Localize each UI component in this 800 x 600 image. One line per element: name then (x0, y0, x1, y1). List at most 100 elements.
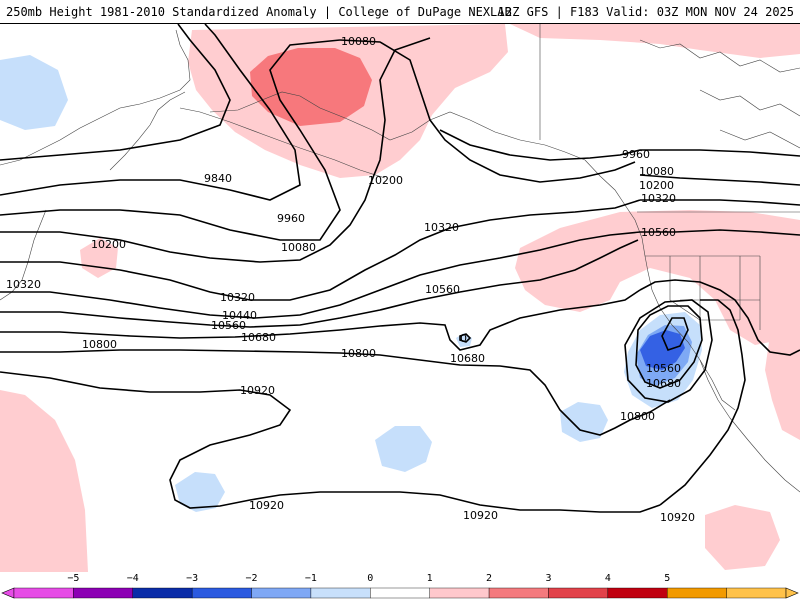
contour-10680-east (639, 279, 800, 356)
contour-label: 10080 (639, 165, 674, 178)
contour-cutoff-inner (661, 317, 689, 351)
colorbar-tick-label: −5 (67, 573, 80, 584)
strong-negative-anomaly-california (640, 330, 685, 370)
colorbar-segment (310, 587, 371, 599)
model-run-info: 12Z GFS | F183 Valid: 03Z MON NOV 24 202… (497, 5, 794, 19)
kamchatka-coastline (109, 91, 186, 171)
contour-9840 (0, 24, 231, 161)
height-contours (0, 24, 800, 513)
contour-label: 10800 (82, 338, 117, 351)
chart-title: 250mb Height 1981-2010 Standardized Anom… (6, 5, 512, 19)
contour-label: 10080 (341, 35, 376, 48)
colorbar-segment (73, 587, 133, 599)
hudson-region (639, 39, 800, 149)
contour-label: 10800 (341, 347, 376, 360)
negative-anomaly-central (560, 402, 608, 442)
positive-anomaly-southeast (705, 505, 780, 570)
aleutians (179, 107, 386, 179)
contour-label: 10320 (220, 291, 255, 304)
negative-anomaly-subtropics (175, 472, 225, 512)
contour-10560-east (640, 229, 800, 236)
colorbar-tick-label: −4 (126, 573, 139, 584)
colorbar-right-arrow (785, 587, 799, 599)
asia-coastline (0, 29, 191, 166)
contour-10200-west (0, 37, 431, 263)
colorbar-tick-label: 2 (486, 573, 493, 584)
colorbar-tick-label: 3 (545, 573, 552, 584)
contour-label: 10680 (241, 331, 276, 344)
colorbar-tick-label: −3 (186, 573, 199, 584)
colorbar-tick-label: −1 (304, 573, 317, 584)
contour-label: 10920 (660, 511, 695, 524)
colorbar-segment (607, 587, 668, 599)
contour-label: 10320 (424, 221, 459, 234)
contour-label: 9840 (204, 172, 232, 185)
colorbar-strip (1, 587, 799, 599)
contour-label: 10080 (281, 241, 316, 254)
colorbar-tick-label: −2 (245, 573, 258, 584)
alaska-coastline (209, 91, 546, 146)
contour-label: 10320 (6, 278, 41, 291)
positive-anomaly-northwest-us (515, 210, 800, 345)
contour-label: 10560 (646, 362, 681, 375)
colorbar-segment (251, 587, 312, 599)
mexico-coastline (729, 417, 800, 493)
contour-10560-cutoff-outer (635, 305, 703, 389)
contour-label: 0 (460, 332, 467, 345)
anomaly-map: 10080 9840 9960 10080 10200 10320 10320 … (0, 24, 800, 572)
contour-10440 (0, 231, 641, 319)
colorbar: −5 −4 −3 −2 −1 0 1 2 3 4 5 (0, 572, 800, 600)
contour-label: 10680 (450, 352, 485, 365)
colorbar-segment (132, 587, 193, 599)
colorbar-segment (429, 587, 490, 599)
contour-10080-west (0, 39, 341, 241)
contour-9960-east (439, 129, 800, 161)
contour-10080-ring (339, 39, 636, 183)
contour-labels: 10080 9840 9960 10080 10200 10320 10320 … (6, 35, 695, 524)
colorbar-segment (191, 587, 252, 599)
baja-coastline (699, 359, 736, 411)
contour-label: 10200 (368, 174, 403, 187)
contour-label: 9960 (277, 212, 305, 225)
positive-anomaly-west-pacific (0, 390, 88, 572)
colorbar-tick-label: 1 (426, 573, 433, 584)
contour-label: 10320 (641, 192, 676, 205)
colorbar-tick-label: 4 (604, 573, 611, 584)
contour-10200-east (639, 174, 800, 186)
contour-10560-west (0, 239, 639, 328)
contour-label: 10560 (211, 319, 246, 332)
colorbar-tick-labels: −5 −4 −3 −2 −1 0 1 2 3 4 5 (0, 572, 800, 586)
colorbar-segment (667, 587, 727, 599)
contour-10920-east (659, 299, 746, 506)
strong-positive-anomaly-alaska (250, 48, 372, 126)
contour-label: 10560 (641, 226, 676, 239)
colorbar-left-arrow (1, 587, 15, 599)
contour-label: 10440 (222, 309, 257, 322)
contour-label: 10560 (425, 283, 460, 296)
colorbar-tick-label: 5 (664, 573, 671, 584)
positive-anomaly-arctic (510, 24, 800, 58)
negative-anomaly-northwest (0, 55, 68, 130)
contour-label: 10200 (91, 238, 126, 251)
negative-anomaly-hawaii (375, 426, 432, 472)
contour-label: 10920 (249, 499, 284, 512)
colorbar-segment (548, 587, 609, 599)
colorbar-segment (488, 587, 549, 599)
colorbar-segment (13, 587, 74, 599)
contour-10320-east (640, 199, 800, 206)
contour-10800 (0, 349, 671, 436)
anomaly-shading (0, 24, 800, 572)
contour-10680-west (0, 289, 641, 351)
contour-9960 (0, 24, 301, 201)
contour-10920-northwest (0, 371, 661, 513)
contour-label: 10200 (639, 179, 674, 192)
contour-label: 10800 (620, 410, 655, 423)
chart-header: 250mb Height 1981-2010 Standardized Anom… (0, 0, 800, 24)
contour-10680-cutoff (624, 299, 713, 403)
colorbar-segment (726, 587, 787, 599)
contour-label: 10920 (240, 384, 275, 397)
contour-small-ring (459, 333, 472, 343)
contour-label: 9960 (622, 148, 650, 161)
colorbar-tick-label: 0 (367, 573, 374, 584)
contour-label: 10920 (463, 509, 498, 522)
